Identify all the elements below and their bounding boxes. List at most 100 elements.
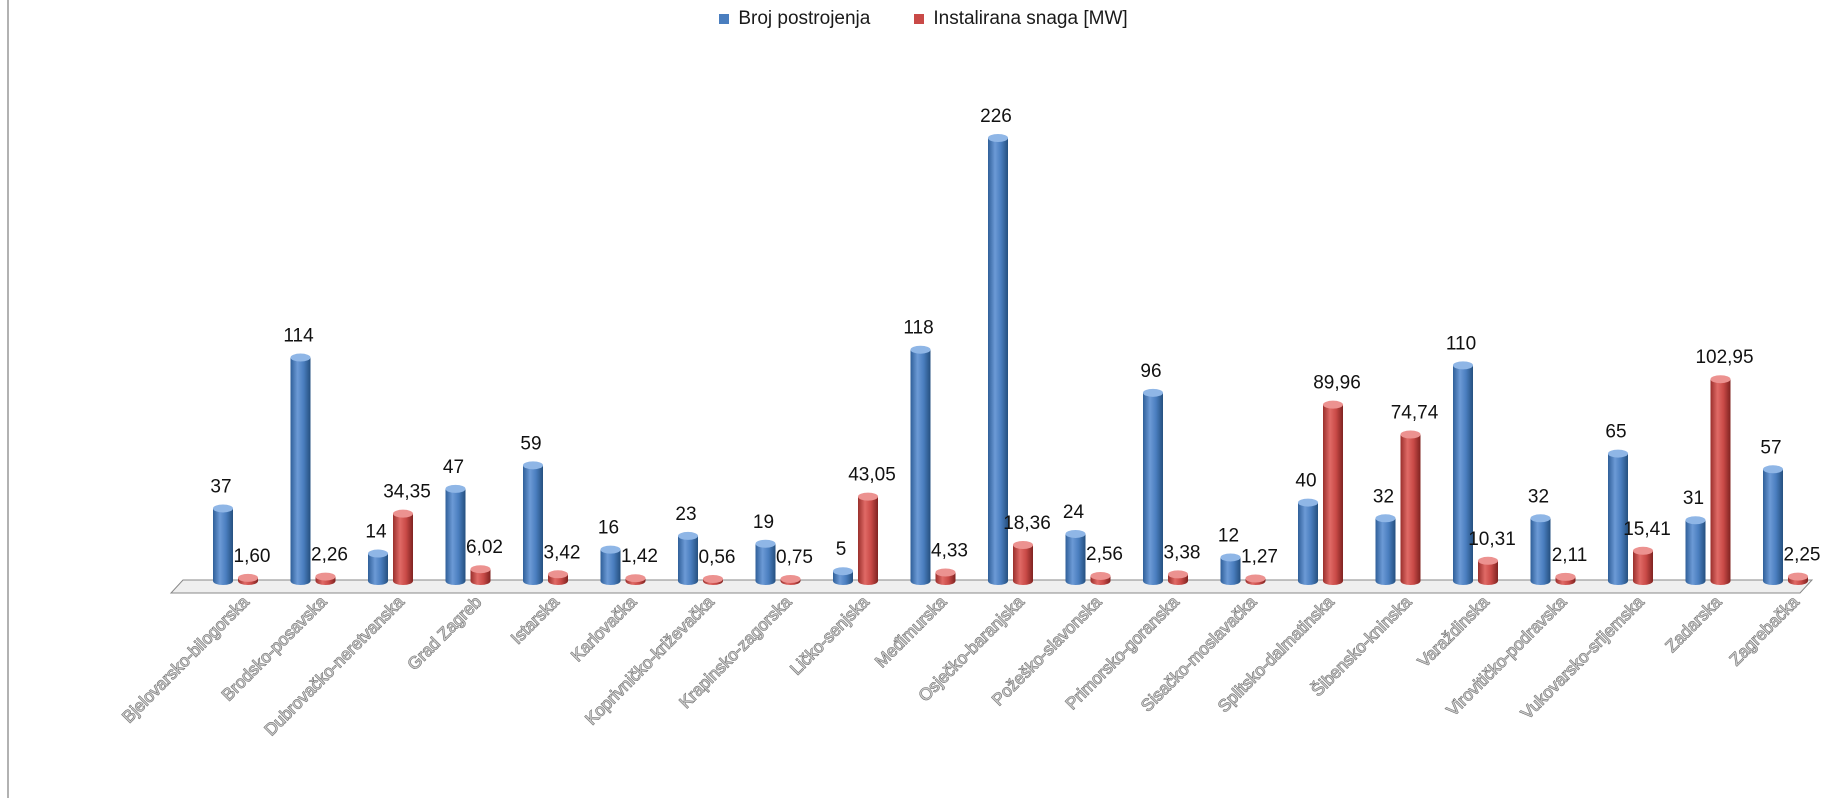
data-label: 1,60 — [234, 546, 271, 567]
bar-broj-postrojenja — [290, 353, 311, 585]
data-label: 59 — [520, 433, 541, 454]
bar-broj-postrojenja — [833, 567, 853, 585]
data-label: 15,41 — [1623, 519, 1671, 540]
data-label: 74,74 — [1391, 402, 1439, 423]
data-label: 0,56 — [699, 547, 736, 568]
category-tick-label: Međimurska — [871, 592, 950, 671]
bar-instalirana-snaga — [703, 575, 723, 585]
bar-instalirana-snaga — [1013, 541, 1033, 585]
bar-broj-postrojenja — [1220, 553, 1241, 585]
data-label: 96 — [1140, 361, 1161, 382]
legend: Broj postrojenja Instalirana snaga [MW] — [0, 8, 1847, 30]
data-label: 16 — [598, 518, 619, 539]
bar-instalirana-snaga — [858, 492, 878, 585]
data-label: 3,42 — [544, 542, 581, 563]
bar-instalirana-snaga — [1710, 375, 1731, 585]
bar-broj-postrojenja — [600, 545, 621, 585]
legend-swatch-blue — [719, 14, 730, 24]
data-label: 2,25 — [1784, 545, 1821, 566]
bar-broj-postrojenja — [755, 539, 776, 585]
bar-broj-postrojenja — [523, 461, 543, 585]
category-tick-label: Dubrovačko-neretvanska — [261, 592, 408, 739]
bar-instalirana-snaga — [393, 509, 413, 585]
data-label: 34,35 — [383, 482, 431, 503]
data-label: 19 — [753, 512, 774, 533]
data-label: 47 — [443, 457, 464, 478]
legend-entry-broj-postrojenja: Broj postrojenja — [719, 8, 870, 30]
category-tick-label: Varaždinska — [1414, 592, 1493, 671]
data-label: 89,96 — [1313, 373, 1361, 394]
bar-instalirana-snaga — [1788, 572, 1808, 585]
category-tick-label: Karlovačka — [567, 592, 640, 665]
data-label: 6,02 — [466, 537, 503, 558]
bar-broj-postrojenja — [1530, 514, 1551, 585]
legend-label: Instalirana snaga [MW] — [933, 8, 1128, 29]
bar-broj-postrojenja — [678, 531, 698, 585]
data-label: 23 — [675, 504, 696, 525]
data-label: 18,36 — [1003, 513, 1051, 534]
legend-swatch-red — [914, 14, 925, 24]
data-label: 118 — [903, 318, 933, 339]
category-tick-label: Ličko-senjska — [787, 592, 874, 679]
bar-instalirana-snaga — [1400, 430, 1421, 585]
bar-instalirana-snaga — [1555, 572, 1576, 585]
data-label: 114 — [283, 326, 314, 347]
bar-instalirana-snaga — [548, 570, 568, 585]
category-tick-label: Koprivničko-križevačka — [581, 592, 718, 729]
bar-broj-postrojenja — [368, 549, 388, 585]
bar-broj-postrojenja — [1685, 516, 1706, 585]
bar-broj-postrojenja — [213, 504, 233, 585]
data-label: 57 — [1760, 437, 1781, 458]
bar-broj-postrojenja — [1763, 465, 1783, 585]
bar-instalirana-snaga — [1323, 400, 1343, 585]
chart-floor — [169, 579, 1814, 594]
category-tick-label: Zagrebačka — [1726, 592, 1803, 669]
bar-instalirana-snaga — [238, 573, 258, 585]
data-label: 14 — [365, 522, 387, 543]
bar-instalirana-snaga — [1168, 570, 1188, 585]
category-tick-label: Grad Zagreb — [404, 592, 486, 674]
data-label: 32 — [1528, 486, 1549, 507]
data-label: 32 — [1373, 486, 1394, 507]
data-label: 43,05 — [848, 465, 896, 486]
bar-broj-postrojenja — [1298, 498, 1318, 585]
bar-instalirana-snaga — [1090, 571, 1111, 585]
data-label: 226 — [980, 106, 1012, 127]
bar-broj-postrojenja — [1143, 388, 1163, 585]
category-tick-label: Zadarska — [1662, 592, 1726, 656]
data-label: 40 — [1295, 471, 1316, 492]
data-label: 3,38 — [1164, 542, 1201, 563]
bar-instalirana-snaga — [1633, 546, 1653, 585]
data-label: 0,75 — [776, 547, 813, 568]
data-label: 12 — [1218, 525, 1239, 546]
bar-broj-postrojenja — [988, 134, 1008, 585]
data-label: 31 — [1683, 488, 1704, 509]
data-label: 10,31 — [1468, 529, 1516, 550]
bar-broj-postrojenja — [445, 484, 466, 585]
data-label: 2,11 — [1552, 545, 1588, 566]
data-label: 110 — [1446, 333, 1476, 354]
bar-instalirana-snaga — [315, 572, 336, 585]
legend-label: Broj postrojenja — [738, 8, 871, 29]
bar-instalirana-snaga — [780, 575, 801, 585]
data-label: 102,95 — [1695, 347, 1753, 368]
data-label: 24 — [1063, 502, 1085, 523]
data-label: 4,33 — [931, 541, 968, 562]
category-tick-label: Bjelovarsko-bilogorska — [118, 592, 253, 727]
data-label: 5 — [836, 539, 847, 560]
bar-broj-postrojenja — [910, 345, 931, 585]
data-label: 65 — [1605, 422, 1626, 443]
bar-broj-postrojenja — [1608, 449, 1628, 585]
category-tick-label: Istarska — [507, 592, 563, 648]
bar-broj-postrojenja — [1375, 514, 1396, 585]
data-label: 37 — [210, 476, 231, 497]
bar-broj-postrojenja — [1065, 529, 1086, 585]
legend-entry-instalirana-snaga: Instalirana snaga [MW] — [914, 8, 1128, 30]
data-label: 2,26 — [311, 545, 348, 566]
data-label: 1,42 — [621, 546, 658, 567]
bar-broj-postrojenja — [1453, 361, 1473, 585]
bar-instalirana-snaga — [470, 565, 491, 585]
bar-instalirana-snaga — [1245, 574, 1266, 585]
